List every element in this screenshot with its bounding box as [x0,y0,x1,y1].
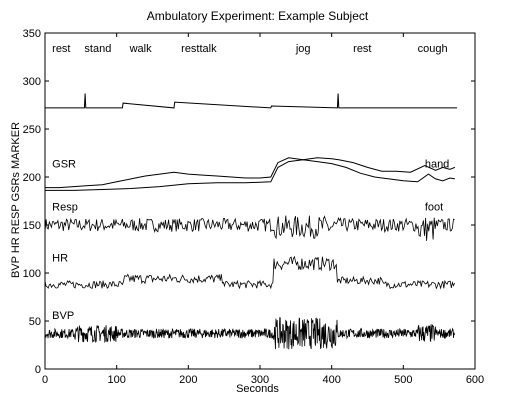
y-tick-label: 350 [23,28,41,40]
bvp-trace [44,316,456,350]
plot-frame [44,32,476,370]
series-label: Resp [52,202,78,214]
x-axis-label: Seconds [236,383,279,395]
x-tick-label: 400 [322,374,340,386]
activity-label: walk [129,43,153,55]
series-label: foot [425,202,443,214]
series-line-marker [45,93,458,109]
series-line-gsr_hand [45,157,456,189]
chart-title: Ambulatory Experiment: Example Subject [146,9,369,23]
y-tick-label: 100 [23,268,41,280]
x-tick-label: 600 [466,374,484,386]
series-label: GSR [52,158,76,170]
x-tick-label: 200 [179,374,197,386]
series-line-gsr_foot [45,159,455,191]
x-tick-label: 100 [107,374,125,386]
y-tick-label: 250 [23,124,41,136]
x-tick-label: 0 [42,374,48,386]
x-tick-label: 500 [394,374,412,386]
y-tick-label: 200 [23,172,41,184]
y-tick-label: 300 [23,76,41,88]
y-tick-label: 0 [35,364,41,376]
series-label: HR [52,252,68,264]
x-tick-label: 300 [251,374,269,386]
series-label: hand [425,158,449,170]
activity-label: rest [353,43,371,55]
y-tick-label: 50 [29,316,41,328]
activity-label: resttalk [181,43,217,55]
series-label: BVP [52,310,74,322]
activity-label: stand [84,43,111,55]
y-axis-label: BVP HR RESP GSRs MARKER [10,121,22,279]
resp-trace [44,215,455,241]
y-tick-label: 150 [23,220,41,232]
activity-label: cough [418,43,448,55]
hr-trace [44,255,455,290]
activity-label: jog [295,43,311,55]
activity-label: rest [52,43,70,55]
